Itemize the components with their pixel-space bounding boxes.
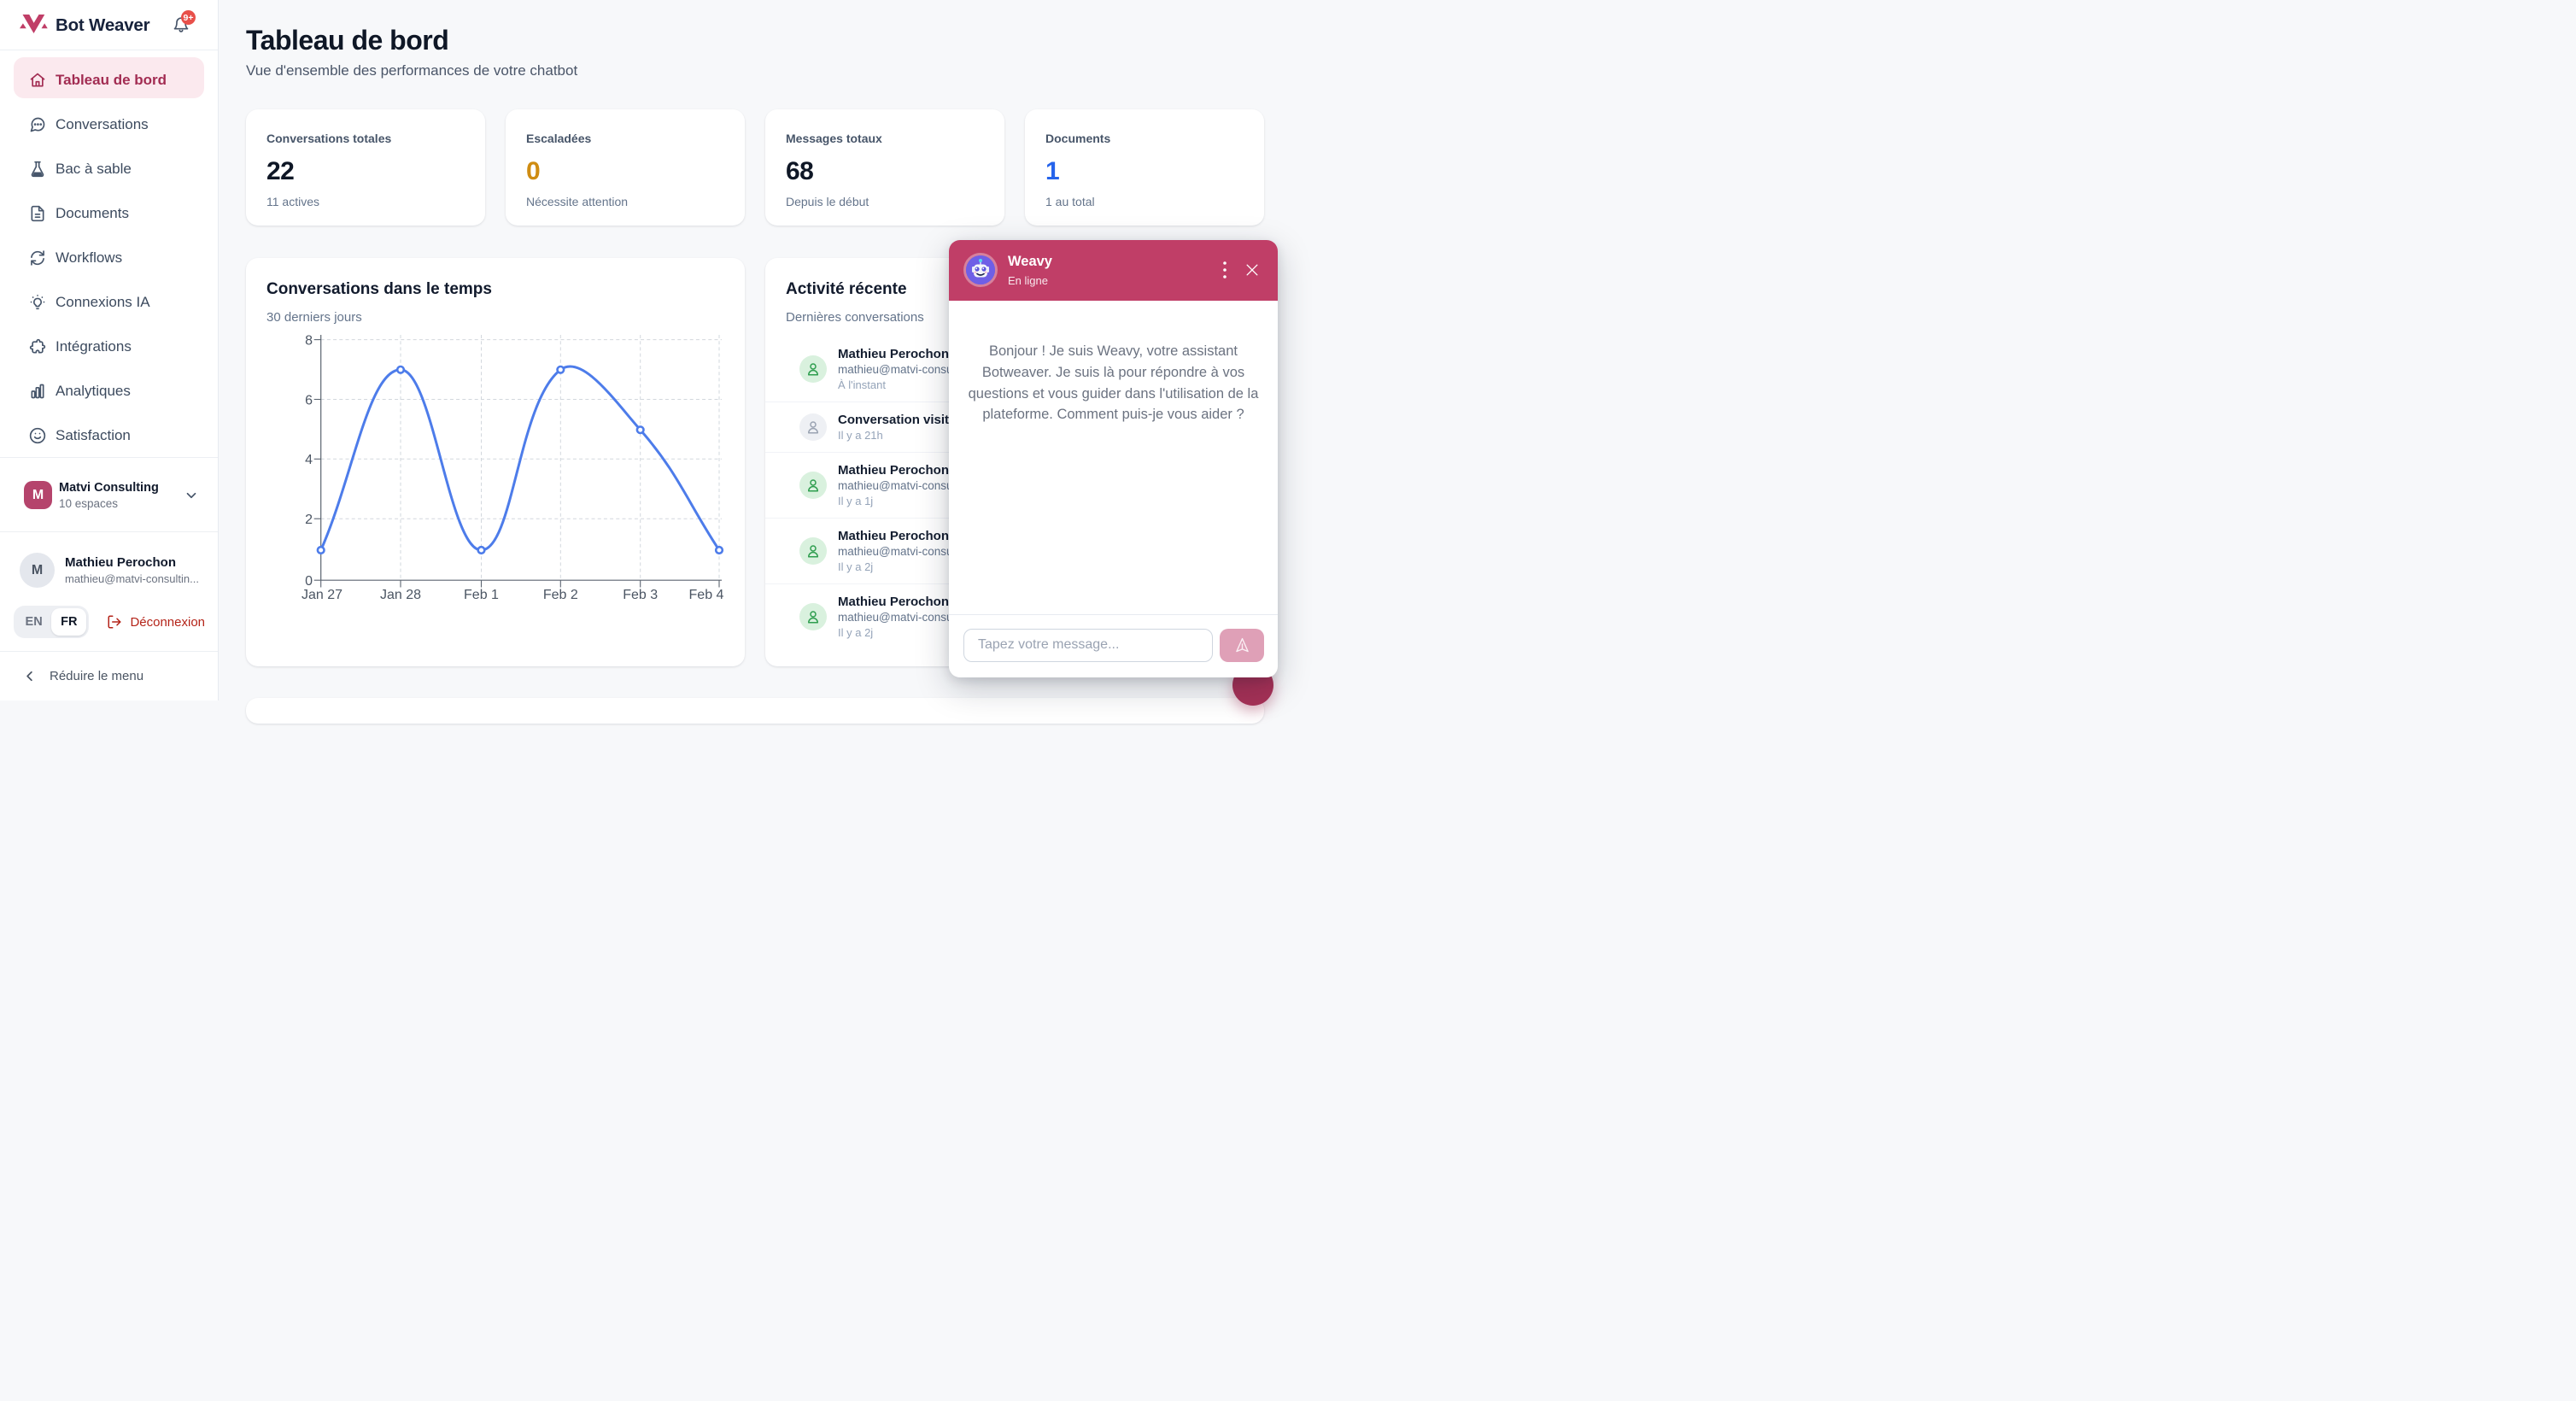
svg-text:2: 2 bbox=[305, 513, 313, 527]
svg-text:0: 0 bbox=[305, 574, 313, 589]
svg-text:Jan 28: Jan 28 bbox=[380, 588, 421, 602]
svg-text:Feb 2: Feb 2 bbox=[543, 588, 578, 602]
svg-text:Feb 3: Feb 3 bbox=[623, 588, 658, 602]
svg-text:4: 4 bbox=[305, 453, 313, 467]
svg-text:Jan 27: Jan 27 bbox=[302, 588, 342, 602]
svg-text:Feb 1: Feb 1 bbox=[464, 588, 499, 602]
svg-text:6: 6 bbox=[305, 393, 313, 407]
svg-text:8: 8 bbox=[305, 333, 313, 348]
svg-text:Feb 4: Feb 4 bbox=[689, 588, 724, 602]
